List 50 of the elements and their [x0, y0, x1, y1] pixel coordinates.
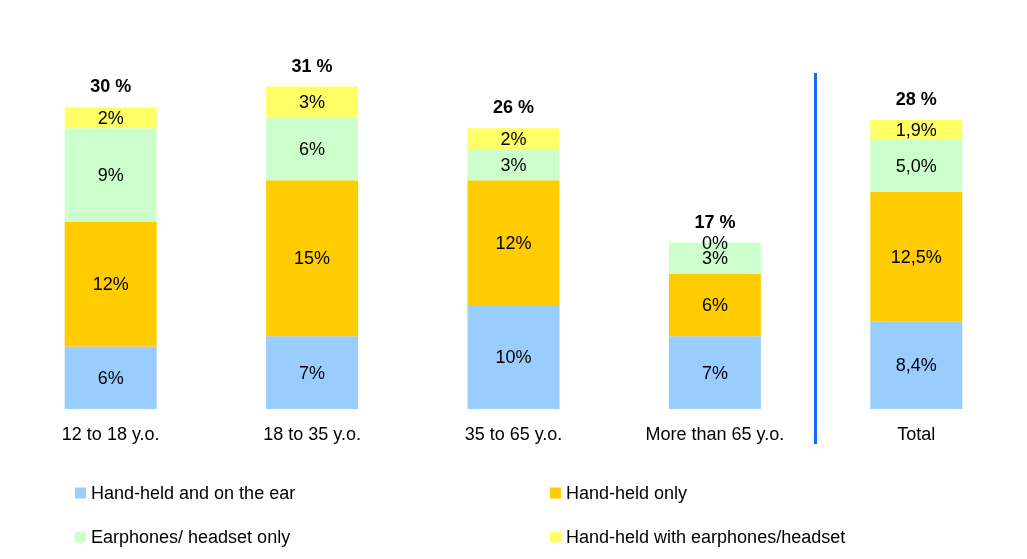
total-label: 30 % — [90, 76, 132, 97]
data-label: 6% — [701, 295, 728, 315]
data-label: 3% — [701, 248, 728, 269]
bar — [467, 149, 560, 181]
bar — [467, 180, 560, 305]
data-label: 2% — [500, 128, 527, 149]
data-label: 12% — [495, 232, 532, 253]
data-label: 2% — [97, 107, 124, 128]
data-label: 10% — [495, 347, 532, 367]
bar — [467, 128, 560, 149]
bar — [870, 139, 963, 192]
data-label: 3% — [500, 154, 527, 175]
x-tick-label: 35 to 65 y.o. — [464, 424, 563, 444]
bar — [266, 180, 359, 337]
data-label: 8,4% — [895, 355, 937, 376]
bar — [64, 221, 157, 347]
data-label: 6% — [97, 367, 124, 388]
data-label: 1,9% — [895, 119, 937, 140]
data-label: 15% — [294, 248, 331, 269]
x-tick-label: More than 65 y.o. — [645, 424, 785, 444]
data-label: 6% — [299, 139, 326, 159]
total-label: 31 % — [291, 55, 333, 76]
data-label: 7% — [299, 362, 326, 383]
legend-label: Hand-held with earphones/headset — [566, 527, 846, 547]
data-label: 7% — [701, 362, 728, 383]
bar — [266, 336, 359, 409]
data-label: 9% — [97, 165, 124, 185]
bar — [668, 336, 761, 409]
legend-label: Hand-held only — [566, 483, 688, 503]
legend-label: Earphones/ headset only — [91, 527, 291, 547]
bar — [64, 346, 157, 409]
bar — [266, 86, 359, 118]
x-tick-label: Total — [897, 424, 936, 444]
data-label: 3% — [299, 92, 326, 113]
total-label: 17 % — [694, 211, 736, 232]
data-label: 12% — [92, 274, 129, 295]
bar — [870, 321, 963, 409]
bar — [266, 117, 359, 181]
bar — [467, 305, 560, 409]
bar — [870, 191, 963, 322]
data-label: 5,0% — [895, 155, 937, 176]
total-label: 28 % — [895, 88, 937, 109]
bar — [64, 107, 157, 129]
bar — [668, 273, 761, 337]
legend-label: Hand-held and on the ear — [91, 483, 296, 503]
x-tick-label: 12 to 18 y.o. — [61, 424, 160, 444]
data-label: 12,5% — [890, 246, 942, 267]
total-label: 26 % — [492, 97, 535, 118]
bar — [64, 128, 157, 222]
x-tick-label: 18 to 35 y.o. — [263, 424, 361, 444]
